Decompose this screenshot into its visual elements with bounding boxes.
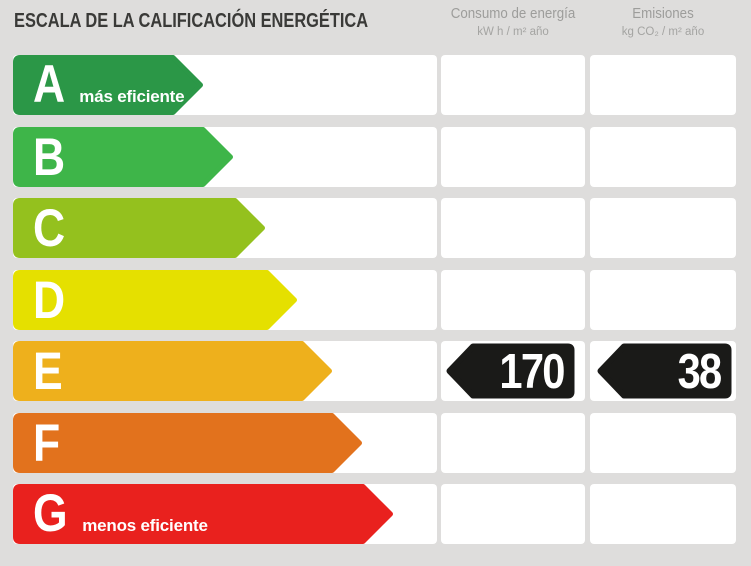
rating-letter: D [33, 270, 66, 330]
rating-letter: A [33, 55, 66, 114]
rating-bar-track: A más eficiente [13, 55, 437, 115]
rating-letter: B [33, 127, 66, 187]
page-title: ESCALA DE LA CALIFICACIÓN ENERGÉTICA [14, 9, 369, 32]
rating-arrow [13, 413, 362, 473]
emissions-cell [590, 270, 736, 330]
rating-bar-track: E [13, 341, 437, 401]
consumption-cell [441, 55, 585, 115]
rating-arrow [13, 55, 203, 115]
emissions-marker: 38 [597, 343, 732, 399]
rating-arrow [13, 270, 297, 330]
rating-qualifier: más eficiente [79, 87, 185, 106]
rating-row-f: F [0, 413, 751, 473]
consumption-cell [441, 270, 585, 330]
column-header-emissions: Emisiones kg CO₂ / m² año [590, 6, 736, 38]
consumption-cell [441, 413, 585, 473]
rating-bar-label: B [33, 127, 79, 187]
rating-arrow [13, 198, 265, 258]
rating-row-d: D [0, 270, 751, 330]
emissions-cell [590, 413, 736, 473]
rating-bar-track: B [13, 127, 437, 187]
rating-bar-track: F [13, 413, 437, 473]
emissions-marker-value: 38 [678, 345, 723, 399]
consumption-cell [441, 127, 585, 187]
rating-row-e: E 170 38 [0, 341, 751, 401]
rating-letter: C [33, 198, 66, 258]
consumption-cell: 170 [441, 341, 585, 401]
rating-bar-label: G menos eficiente [33, 484, 208, 543]
rating-bar-label: D [33, 270, 79, 330]
rating-bar-label: C [33, 198, 79, 258]
rating-qualifier: menos eficiente [82, 516, 208, 535]
emissions-cell [590, 198, 736, 258]
rating-letter: F [33, 413, 61, 473]
rating-row-a: A más eficiente [0, 55, 751, 115]
rating-arrow [13, 127, 233, 187]
consumption-marker-value: 170 [499, 345, 566, 399]
emissions-cell: 38 [590, 341, 736, 401]
emissions-column-units: kg CO₂ / m² año [621, 26, 705, 38]
emissions-cell [590, 55, 736, 115]
rating-bar-track: C [13, 198, 437, 258]
consumption-cell [441, 198, 585, 258]
rating-arrow [13, 341, 332, 401]
rating-bar-track: G menos eficiente [13, 484, 437, 544]
rating-bar-track: D [13, 270, 437, 330]
rating-row-b: B [0, 127, 751, 187]
consumption-column-label: Consumo de energía [450, 6, 576, 22]
emissions-column-label: Emisiones [632, 6, 694, 22]
rating-arrow [13, 484, 393, 544]
rating-bar-label: F [33, 413, 73, 473]
rating-bar-label: A más eficiente [33, 55, 185, 114]
consumption-marker: 170 [446, 343, 575, 399]
rating-letter: G [33, 484, 68, 543]
emissions-cell [590, 127, 736, 187]
emissions-cell [590, 484, 736, 544]
rating-bar-label: E [33, 341, 76, 401]
rating-letter: E [33, 341, 63, 401]
rating-row-c: C [0, 198, 751, 258]
consumption-column-units: kW h / m² año [477, 26, 549, 38]
rating-row-g: G menos eficiente [0, 484, 751, 544]
column-header-consumption: Consumo de energía kW h / m² año [441, 6, 585, 38]
consumption-cell [441, 484, 585, 544]
